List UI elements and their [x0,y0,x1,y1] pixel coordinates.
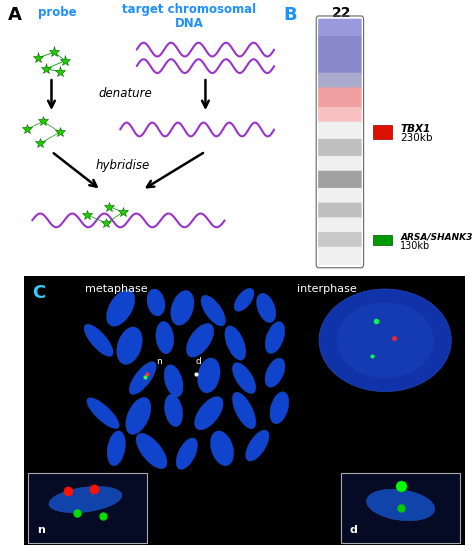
FancyBboxPatch shape [318,19,362,37]
Text: 230kb: 230kb [400,133,433,143]
Ellipse shape [319,289,451,392]
Text: d: d [350,525,358,534]
FancyBboxPatch shape [318,122,362,140]
Ellipse shape [265,322,285,354]
Text: n: n [156,357,162,366]
Text: hybridise: hybridise [96,159,150,172]
Ellipse shape [195,397,223,430]
Text: interphase: interphase [297,284,357,294]
Ellipse shape [136,433,167,469]
Text: probe: probe [37,6,76,19]
Text: n: n [37,525,45,534]
Ellipse shape [198,358,220,393]
Text: TBX1: TBX1 [400,124,430,134]
Ellipse shape [164,365,183,397]
FancyBboxPatch shape [318,247,362,265]
FancyBboxPatch shape [318,188,362,204]
Ellipse shape [246,430,269,461]
Ellipse shape [107,289,135,326]
FancyBboxPatch shape [318,139,362,157]
Text: denature: denature [99,87,153,100]
Ellipse shape [232,392,256,429]
Text: target chromosomal
DNA: target chromosomal DNA [122,3,256,30]
Ellipse shape [366,489,435,521]
Ellipse shape [147,289,165,316]
Ellipse shape [225,326,246,360]
FancyBboxPatch shape [318,217,362,233]
Ellipse shape [186,323,214,357]
Ellipse shape [171,290,194,325]
Ellipse shape [87,398,119,429]
Text: ARSA/SHANK3: ARSA/SHANK3 [400,232,473,241]
Ellipse shape [164,395,182,426]
Text: d: d [196,357,201,366]
Ellipse shape [129,361,156,395]
Bar [373,125,392,139]
Ellipse shape [234,288,254,311]
FancyBboxPatch shape [318,36,362,74]
Ellipse shape [156,321,173,354]
Ellipse shape [176,438,198,469]
Ellipse shape [210,431,234,466]
Ellipse shape [270,392,289,424]
Ellipse shape [201,295,226,326]
Ellipse shape [232,363,256,393]
Ellipse shape [49,487,122,513]
FancyBboxPatch shape [318,232,362,248]
Text: B: B [283,6,297,24]
Ellipse shape [117,327,142,364]
FancyBboxPatch shape [341,473,460,543]
Text: 22: 22 [332,6,352,19]
Text: 130kb: 130kb [400,241,430,251]
Ellipse shape [84,324,113,356]
FancyBboxPatch shape [318,171,362,189]
Ellipse shape [107,431,126,466]
Ellipse shape [337,302,434,378]
FancyBboxPatch shape [318,73,362,89]
Text: A: A [8,6,21,24]
FancyBboxPatch shape [318,107,362,123]
FancyBboxPatch shape [28,473,147,543]
Text: C: C [33,284,46,301]
Text: metaphase: metaphase [85,284,148,294]
FancyBboxPatch shape [318,88,362,108]
Ellipse shape [256,293,276,322]
FancyBboxPatch shape [318,203,362,218]
FancyBboxPatch shape [318,156,362,172]
Bar [373,235,392,245]
Ellipse shape [126,397,151,434]
Ellipse shape [265,358,285,387]
